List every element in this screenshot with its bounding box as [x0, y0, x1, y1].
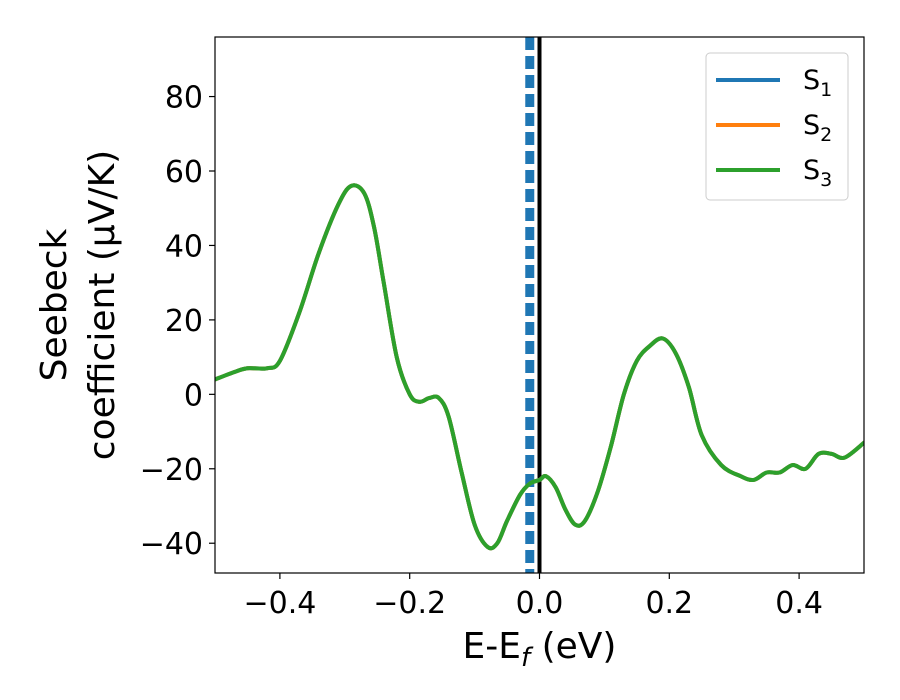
x-axis-title: E-Ef (eV): [463, 626, 617, 673]
x-tick-label: −0.2: [373, 586, 446, 621]
y-axis-title-line1: Seebeck: [34, 228, 75, 381]
legend-label-3: S3: [803, 155, 832, 191]
y-tick-label: 20: [165, 304, 203, 339]
x-axis-ticks: −0.4 −0.2 0.0 0.2 0.4: [243, 573, 823, 621]
series-lines: [215, 183, 864, 551]
y-tick-label: −40: [140, 527, 203, 562]
y-tick-label: 60: [165, 155, 203, 190]
y-tick-label: 0: [184, 378, 203, 413]
legend-label-2: S2: [803, 110, 832, 146]
x-tick-label: 0.2: [645, 586, 693, 621]
y-tick-label: −20: [140, 453, 203, 488]
legend-label-1: S1: [803, 65, 832, 101]
series-line-s3: [215, 183, 864, 551]
x-tick-label: −0.4: [243, 586, 316, 621]
y-tick-label: 80: [165, 81, 203, 116]
x-tick-label: 0.4: [775, 586, 823, 621]
y-axis-title: Seebeck coefficient (μV/K): [34, 150, 123, 460]
y-tick-label: 40: [165, 229, 203, 264]
x-tick-label: 0.0: [516, 586, 564, 621]
y-axis-title-line2: coefficient (μV/K): [82, 150, 123, 460]
legend: S1 S2 S3: [705, 52, 849, 201]
y-axis-ticks: −40 −20 0 20 40 60 80: [140, 81, 215, 562]
